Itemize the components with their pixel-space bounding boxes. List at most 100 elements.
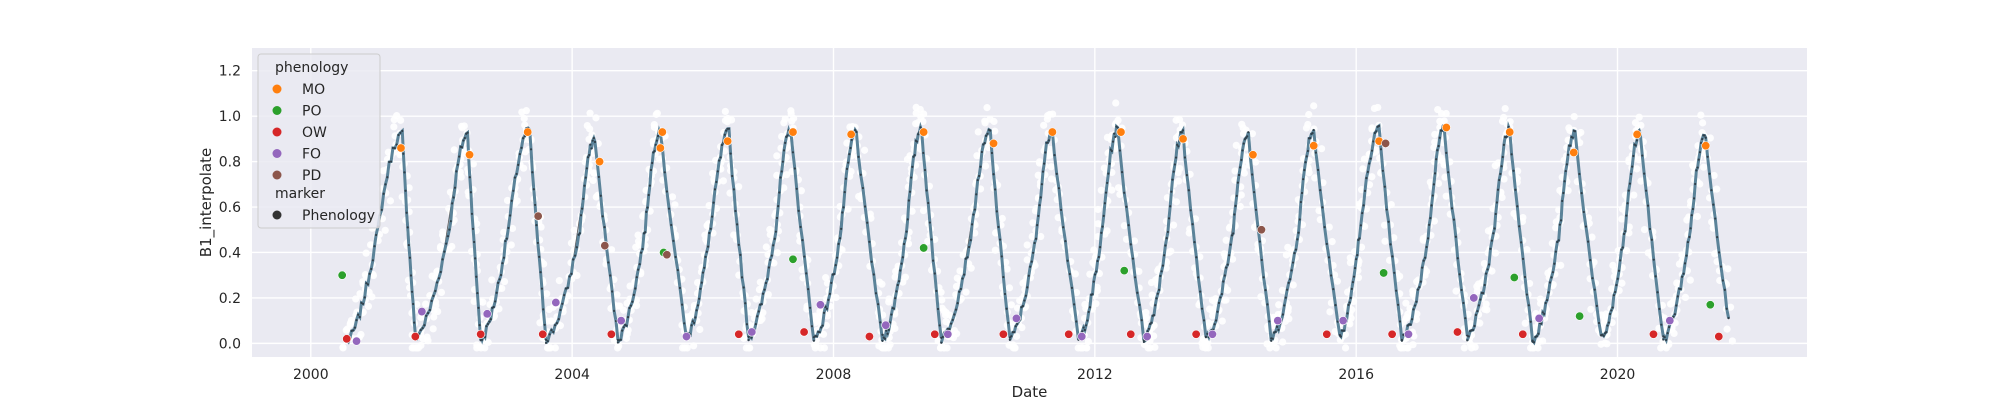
interpolated-dot xyxy=(1147,327,1151,330)
interpolated-dot xyxy=(593,140,597,144)
raw-observation-point xyxy=(1460,344,1468,352)
interpolated-dot xyxy=(1100,231,1103,234)
interpolated-dot xyxy=(603,226,606,229)
raw-observation-point xyxy=(352,295,360,303)
raw-observation-point xyxy=(1072,288,1081,297)
phenology-marker-fo xyxy=(1665,316,1675,326)
interpolated-dot xyxy=(1580,192,1583,195)
interpolated-dot xyxy=(807,288,810,291)
interpolated-dot xyxy=(1611,306,1614,309)
raw-observation-point xyxy=(547,317,555,325)
raw-observation-point xyxy=(1519,213,1527,222)
raw-observation-point xyxy=(1240,169,1248,177)
phenology-marker-ow xyxy=(998,329,1008,339)
y-axis-label: B1_interpolate xyxy=(197,148,216,257)
interpolated-dot xyxy=(1606,324,1609,327)
interpolated-dot xyxy=(1359,224,1362,227)
interpolated-dot xyxy=(967,245,971,249)
interpolated-dot xyxy=(690,324,693,327)
raw-observation-point xyxy=(551,344,559,352)
interpolated-dot xyxy=(409,274,413,277)
interpolated-dot xyxy=(791,151,795,154)
interpolated-dot xyxy=(1023,299,1026,302)
y-axis-ticks: 0.0 0.2 0.4 0.6 0.8 1.0 1.2 xyxy=(219,64,241,353)
interpolated-dot xyxy=(1485,272,1488,275)
interpolated-dot xyxy=(544,341,548,345)
interpolated-dot xyxy=(1612,294,1615,297)
interpolated-dot xyxy=(1398,320,1402,323)
interpolated-dot xyxy=(577,233,580,236)
raw-observation-point xyxy=(1090,246,1098,254)
interpolated-dot xyxy=(365,282,368,285)
phenology-marker-ow xyxy=(538,329,548,339)
raw-observation-point xyxy=(522,107,530,115)
interpolated-dot xyxy=(979,165,982,168)
raw-observation-point xyxy=(428,272,436,280)
interpolated-dot xyxy=(1520,241,1523,244)
interpolated-dot xyxy=(1038,204,1041,207)
interpolated-dot xyxy=(1330,274,1333,277)
interpolated-dot xyxy=(877,303,880,306)
interpolated-dot xyxy=(1353,266,1357,270)
interpolated-dot xyxy=(1309,137,1312,140)
interpolated-dot xyxy=(498,278,501,281)
interpolated-dot xyxy=(1437,144,1440,148)
raw-observation-point xyxy=(797,187,805,195)
interpolated-dot xyxy=(895,290,898,293)
raw-observation-point xyxy=(1564,186,1572,195)
raw-observation-point xyxy=(1357,186,1366,194)
raw-observation-point xyxy=(1077,344,1085,352)
interpolated-dot xyxy=(820,326,823,329)
interpolated-dot xyxy=(1134,276,1137,279)
raw-observation-point xyxy=(1657,344,1665,352)
interpolated-dot xyxy=(1454,235,1457,238)
interpolated-dot xyxy=(1529,320,1532,323)
interpolated-dot xyxy=(1696,166,1699,169)
interpolated-dot xyxy=(1247,131,1250,134)
raw-observation-point xyxy=(798,266,806,274)
interpolated-dot xyxy=(1336,320,1339,323)
interpolated-dot xyxy=(861,186,864,190)
raw-observation-point xyxy=(1577,128,1585,137)
interpolated-dot xyxy=(1140,319,1143,322)
interpolated-dot xyxy=(1379,148,1383,151)
raw-observation-point xyxy=(470,297,478,306)
raw-observation-point xyxy=(822,321,830,330)
interpolated-dot xyxy=(708,231,711,235)
interpolated-dot xyxy=(859,173,862,176)
interpolated-dot xyxy=(1085,324,1088,327)
raw-observation-point xyxy=(1500,113,1508,122)
interpolated-dot xyxy=(532,188,535,191)
interpolated-dot xyxy=(1544,301,1547,305)
interpolated-dot xyxy=(930,238,933,241)
raw-observation-point xyxy=(1327,299,1335,307)
interpolated-dot xyxy=(1365,177,1368,180)
raw-observation-point xyxy=(719,177,727,185)
interpolated-dot xyxy=(1648,227,1652,231)
interpolated-dot xyxy=(1541,311,1544,314)
interpolated-dot xyxy=(357,313,360,316)
phenology-marker-fo xyxy=(1011,313,1021,323)
raw-observation-point xyxy=(1083,344,1091,352)
interpolated-dot xyxy=(1096,259,1099,263)
interpolated-dot xyxy=(1047,139,1050,142)
raw-observation-point xyxy=(799,274,807,282)
raw-observation-point xyxy=(1325,223,1333,231)
interpolated-dot xyxy=(622,326,625,329)
interpolated-dot xyxy=(1146,329,1149,333)
raw-observation-point xyxy=(945,311,954,319)
interpolated-dot xyxy=(1294,248,1298,251)
interpolated-dot xyxy=(616,341,619,344)
interpolated-dot xyxy=(584,176,587,179)
raw-observation-point xyxy=(520,114,528,123)
interpolated-dot xyxy=(1692,197,1696,200)
interpolated-dot xyxy=(1228,254,1231,257)
interpolated-dot xyxy=(729,152,732,155)
interpolated-dot xyxy=(801,238,804,242)
interpolated-dot xyxy=(534,203,537,207)
interpolated-dot xyxy=(1241,149,1244,152)
raw-observation-point xyxy=(1409,341,1417,349)
interpolated-dot xyxy=(1421,266,1424,269)
raw-observation-point xyxy=(1167,247,1175,255)
interpolated-dot xyxy=(1471,328,1475,332)
